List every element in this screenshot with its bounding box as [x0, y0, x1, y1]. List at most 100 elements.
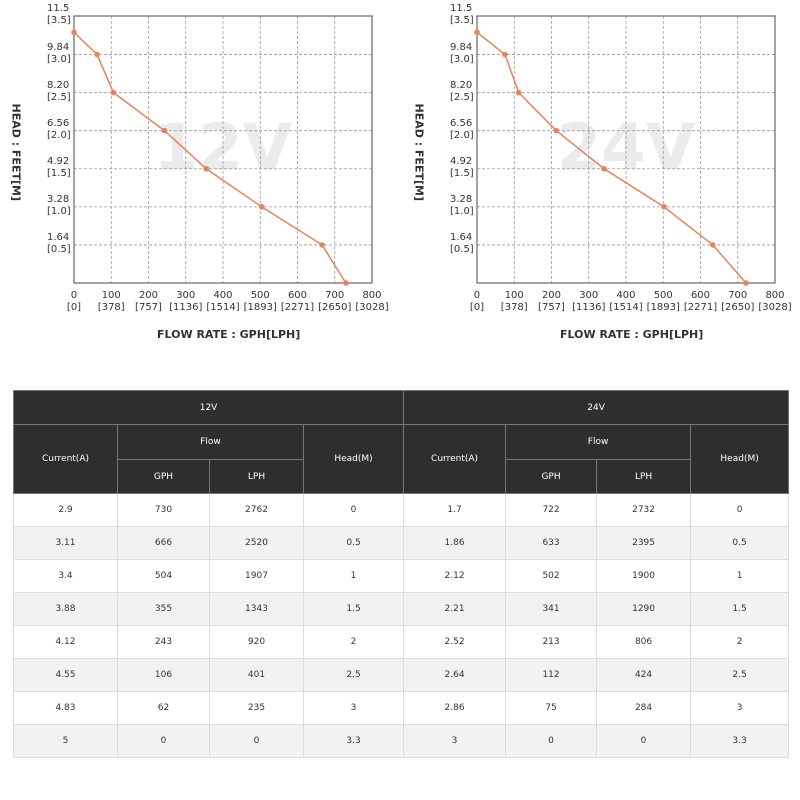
- y-tick-label: 9.84 [3.0]: [47, 41, 71, 65]
- plot-frame: [476, 15, 776, 284]
- table-cell: 243: [117, 625, 210, 659]
- column-header: GPH: [117, 459, 210, 494]
- table-cell: 1: [302, 559, 405, 593]
- x-tick-label: 300 [1136]: [572, 290, 606, 313]
- table-cell: 1907: [209, 559, 304, 593]
- table-cell: 0: [117, 724, 210, 758]
- plot-frame: [73, 15, 373, 284]
- table-cell: 112: [505, 658, 598, 692]
- table-cell: 341: [505, 592, 598, 626]
- table-cell: 401: [209, 658, 304, 692]
- table-cell: 3.88: [13, 592, 118, 626]
- x-tick-label: 0 [0]: [66, 290, 82, 313]
- group-header: 12V: [12, 390, 405, 425]
- table-cell: 806: [596, 625, 692, 659]
- x-tick-label: 200 [757]: [135, 290, 162, 313]
- table-row: 3.88 355 1343 1.5 2.21 341 1290 1.5: [13, 592, 790, 626]
- y-tick-label: 1.64 [0.5]: [450, 231, 474, 255]
- x-axis-title: FLOW RATE : GPH[LPH]: [560, 328, 704, 341]
- header-row: Current(A) Flow Head(M) Current(A) Flow Head(…: [13, 424, 790, 494]
- table-cell: 2.64: [403, 658, 507, 692]
- table-cell: 424: [596, 658, 692, 692]
- table-cell: 4.83: [13, 691, 118, 725]
- table-cell: 730: [117, 493, 210, 527]
- table-cell: 2395: [596, 526, 692, 560]
- table-row: 2.9 730 2762 0 1.7 722 2732 0: [13, 493, 790, 527]
- column-header: GPH: [505, 459, 598, 494]
- y-axis-title: HEAD : FEET[M]: [9, 103, 23, 201]
- table-cell: 666: [117, 526, 210, 560]
- y-axis-title: HEAD : FEET[M]: [412, 103, 426, 201]
- table-cell: 2: [690, 625, 790, 659]
- x-tick-label: 300 [1136]: [169, 290, 203, 313]
- point: [661, 204, 667, 210]
- table-cell: 0: [596, 724, 692, 758]
- table-cell: 1: [690, 559, 790, 593]
- table-cell: 5: [13, 724, 118, 758]
- table-cell: 2520: [209, 526, 304, 560]
- curve: [476, 31, 747, 284]
- table-cell: 3.4: [13, 559, 118, 593]
- y-tick-label: 3.28 [1.0]: [450, 193, 474, 217]
- table-cell: 2: [302, 625, 405, 659]
- table-cell: 0.5: [690, 526, 790, 560]
- column-header: LPH: [209, 459, 304, 494]
- table-cell: 75: [505, 691, 598, 725]
- table-cell: 0: [209, 724, 304, 758]
- table-cell: 62: [117, 691, 210, 725]
- table-cell: 0.5: [302, 526, 405, 560]
- y-tick-label: 4.92 [1.5]: [450, 155, 474, 179]
- table-cell: 3.11: [13, 526, 118, 560]
- table-row: 4.55 106 401 2.5 2.64 112 424 2.5: [13, 658, 790, 692]
- y-tick-label: 11.5 [3.5]: [47, 3, 71, 26]
- point: [161, 127, 168, 134]
- x-tick-label: 800 [3028]: [758, 290, 792, 313]
- column-header: Current(A): [13, 424, 118, 494]
- table-cell: 3.3: [690, 724, 790, 758]
- table-cell: 4.55: [13, 658, 118, 692]
- table-cell: 920: [209, 625, 304, 659]
- point: [474, 29, 480, 36]
- table-cell: 504: [117, 559, 210, 593]
- table-cell: 2.5: [690, 658, 790, 692]
- table-cell: 284: [596, 691, 692, 725]
- table-cell: 106: [117, 658, 210, 692]
- table-cell: 3: [302, 691, 405, 725]
- x-tick-label: 400 [1514]: [206, 290, 240, 313]
- column-header: Flow: [505, 424, 692, 460]
- table-row: 3.4 504 1907 1 2.12 502 1900 1: [13, 559, 790, 593]
- header-row: 12V 24V: [12, 390, 790, 425]
- table-cell: 2762: [209, 493, 304, 527]
- x-tick-label: 100 [378]: [500, 290, 528, 313]
- column-header: Head(M): [302, 424, 405, 494]
- column-header: Head(M): [690, 424, 790, 494]
- y-tick-label: 3.28 [1.0]: [47, 193, 71, 217]
- x-tick-label: 600 [2271]: [683, 290, 718, 313]
- point: [743, 280, 749, 286]
- header-row: GPH LPH GPH LPH: [14, 459, 789, 494]
- column-header: Flow: [117, 424, 304, 460]
- table-cell: 2.5: [302, 658, 405, 692]
- table-cell: 2.21: [403, 592, 507, 626]
- x-tick-label: 800 [3028]: [355, 290, 389, 313]
- column-header: LPH: [596, 459, 692, 494]
- y-tick-label: 8.20 [2.5]: [47, 79, 71, 103]
- group-header: 24V: [403, 390, 790, 425]
- point: [709, 242, 716, 248]
- table-row: 4.12 243 920 2 2.52 213 806 2: [13, 625, 790, 659]
- y-tick-label: 6.56 [2.0]: [47, 117, 71, 141]
- point: [94, 51, 100, 58]
- table-cell: 0: [302, 493, 405, 527]
- point: [110, 89, 117, 96]
- column-header: Current(A): [403, 424, 507, 494]
- table-cell: 2.12: [403, 559, 507, 593]
- table-cell: 0: [505, 724, 598, 758]
- table-row: 4.83 62 235 3 2.86 75 284 3: [13, 691, 790, 725]
- table-row: 3.11 666 2520 0.5 1.86 633 2395 0.5: [13, 526, 790, 560]
- table-cell: 1.5: [302, 592, 405, 626]
- y-tick-label: 9.84 [3.0]: [450, 41, 474, 65]
- table-cell: 2.9: [13, 493, 118, 527]
- table-row: 5 0 0 3.3 3 0 0 3.3: [13, 724, 790, 758]
- x-tick-label: 400 [1514]: [609, 290, 643, 313]
